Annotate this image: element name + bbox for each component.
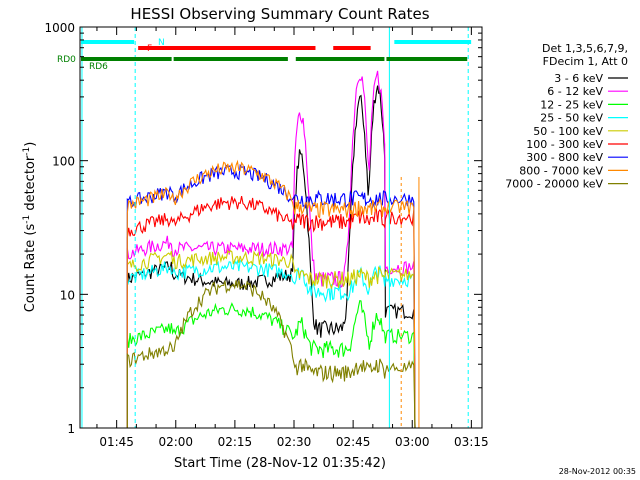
interval-bars: NF RD0 RD6: [57, 38, 472, 72]
axes: 01:45 02:00 02:15 02:30 02:45 03:00 03:15 1 10 10…: [44, 21, 488, 449]
series-line-6: [126, 163, 416, 428]
legend-header-line-1: Det 1,3,5,6,7,9,: [542, 42, 628, 55]
series-line-3: [126, 258, 416, 428]
legend-header-line-2: FDecim 1, Att 0: [543, 55, 628, 68]
interval-bar-n: [81, 40, 135, 44]
x-tick-label: 01:45: [99, 435, 134, 449]
plot-frame: [79, 26, 483, 429]
x-tick-label: 02:30: [277, 435, 312, 449]
legend-label: 6 - 12 keV: [547, 85, 603, 98]
y-axis-label: Count Rate (s-1 detector-1): [22, 142, 38, 313]
legend: Det 1,3,5,6,7,9, FDecim 1, Att 0 3 - 6 k…: [505, 42, 628, 191]
legend-label: 100 - 300 keV: [526, 138, 603, 151]
series-line-8: [126, 280, 416, 428]
interval-bar-rd0: [386, 57, 468, 61]
interval-bar-f: [138, 46, 316, 50]
interval-bar-rd0: [81, 57, 172, 61]
x-tick-label: 03:00: [395, 435, 430, 449]
series-line-2: [126, 300, 416, 428]
y-tick-label: 1: [67, 422, 75, 436]
interval-label-rd6: RD6: [89, 62, 108, 72]
x-tick-label: 02:00: [158, 435, 193, 449]
legend-label: 25 - 50 keV: [540, 112, 603, 125]
interval-bar-f: [333, 46, 371, 50]
series-line-4: [126, 249, 416, 428]
series-line-7: [126, 159, 416, 428]
chart-title: HESSI Observing Summary Count Rates: [130, 5, 429, 23]
interval-bar-n: [394, 40, 472, 44]
legend-label: 12 - 25 keV: [540, 98, 603, 111]
interval-bar-rd0: [295, 57, 385, 61]
legend-label: 7000 - 20000 keV: [505, 178, 603, 191]
y-tick-label: 1000: [44, 21, 75, 35]
x-tick-label: 02:15: [218, 435, 253, 449]
data-layer: [81, 27, 469, 428]
x-tick-label: 02:45: [336, 435, 371, 449]
interval-label-rd0: RD0: [57, 55, 76, 65]
legend-label: 50 - 100 keV: [533, 125, 603, 138]
x-tick-label: 03:15: [454, 435, 489, 449]
legend-label: 3 - 6 keV: [554, 72, 603, 85]
legend-label: 800 - 7000 keV: [519, 164, 603, 177]
series-line-0: [126, 85, 416, 428]
footer-timestamp: 28-Nov-2012 00:35: [559, 467, 636, 476]
x-axis-label: Start Time (28-Nov-12 01:35:42): [174, 456, 386, 471]
interval-label-n: N: [158, 38, 165, 48]
interval-label-f: F: [147, 44, 152, 54]
series-line-5: [126, 195, 416, 428]
series-line-1: [126, 70, 416, 428]
y-tick-label: 10: [60, 288, 75, 302]
y-tick-label: 100: [52, 155, 75, 169]
legend-label: 300 - 800 keV: [526, 151, 603, 164]
interval-bar-rd0: [173, 57, 288, 61]
